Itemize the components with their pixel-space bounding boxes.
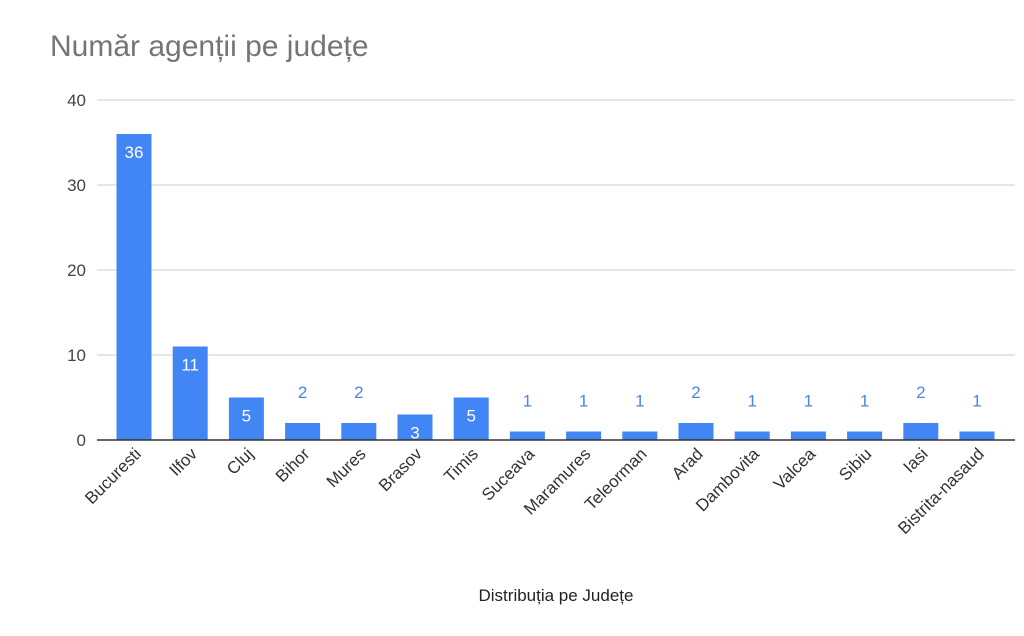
y-tick-label: 20 [67,261,86,280]
x-tick-label: Iasi [899,444,931,476]
bar [509,431,545,440]
data-label: 1 [804,392,813,411]
x-tick-label: Ilfov [166,444,202,480]
bar [678,423,714,440]
data-label: 2 [354,383,363,402]
x-tick-label: Sibiu [835,444,875,484]
x-tick-label: Teleorman [581,444,651,514]
data-label: 1 [747,392,756,411]
x-tick-label: Cluj [223,444,257,478]
data-label: 3 [410,424,419,443]
data-label: 1 [523,392,532,411]
bar [397,414,433,440]
data-label: 1 [972,392,981,411]
data-label: 2 [298,383,307,402]
y-tick-label: 10 [67,346,86,365]
data-label: 5 [466,407,475,426]
data-label: 2 [691,383,700,402]
bar [622,431,658,440]
x-tick-label: Arad [668,444,707,483]
bar [172,346,208,440]
x-tick-label: Brasov [375,444,426,495]
bar [285,423,321,440]
bar [959,431,995,440]
x-tick-label: Timis [440,444,482,486]
data-label: 1 [635,392,644,411]
bar [790,431,826,440]
data-label: 11 [181,356,199,375]
bar [903,423,939,440]
data-label: 36 [125,143,144,162]
data-label: 5 [242,407,251,426]
bar [116,134,152,440]
y-tick-label: 40 [67,91,86,110]
data-label: 1 [579,392,588,411]
data-label: 1 [860,392,869,411]
x-tick-label: Valcea [770,444,820,494]
x-axis-title: Distribuția pe Județe [479,586,634,605]
bar [734,431,770,440]
bar [566,431,602,440]
bar [341,423,377,440]
bar [847,431,883,440]
chart-title: Număr agenții pe județe [50,30,369,63]
bar [228,397,264,440]
x-tick-label: Bucuresti [81,444,145,508]
y-tick-label: 30 [67,176,86,195]
x-tick-label: Bihor [272,444,314,486]
y-tick-label: 0 [77,431,86,450]
x-tick-label: Mures [323,444,370,491]
data-label: 2 [916,383,925,402]
bar [453,397,489,440]
